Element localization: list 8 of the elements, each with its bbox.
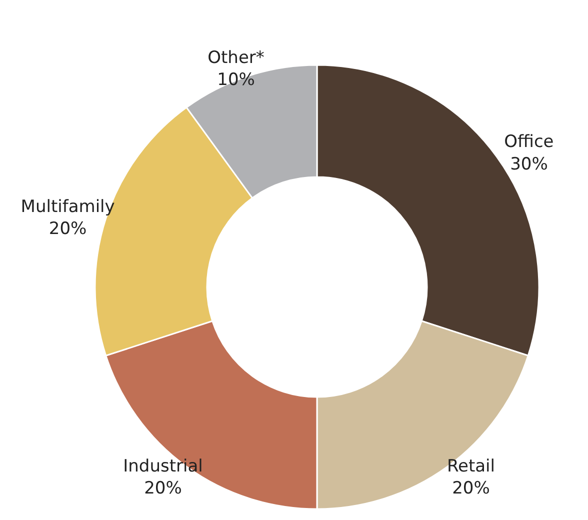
data-label: 10% — [217, 70, 255, 90]
slice-label: Retail — [446, 456, 496, 476]
data-label: 30% — [510, 154, 548, 174]
slice-label: Other* — [208, 48, 264, 68]
data-label: 20% — [452, 478, 490, 498]
slice-label: Office — [504, 132, 554, 152]
data-label: 20% — [48, 219, 87, 240]
data-label: 20% — [144, 478, 182, 498]
